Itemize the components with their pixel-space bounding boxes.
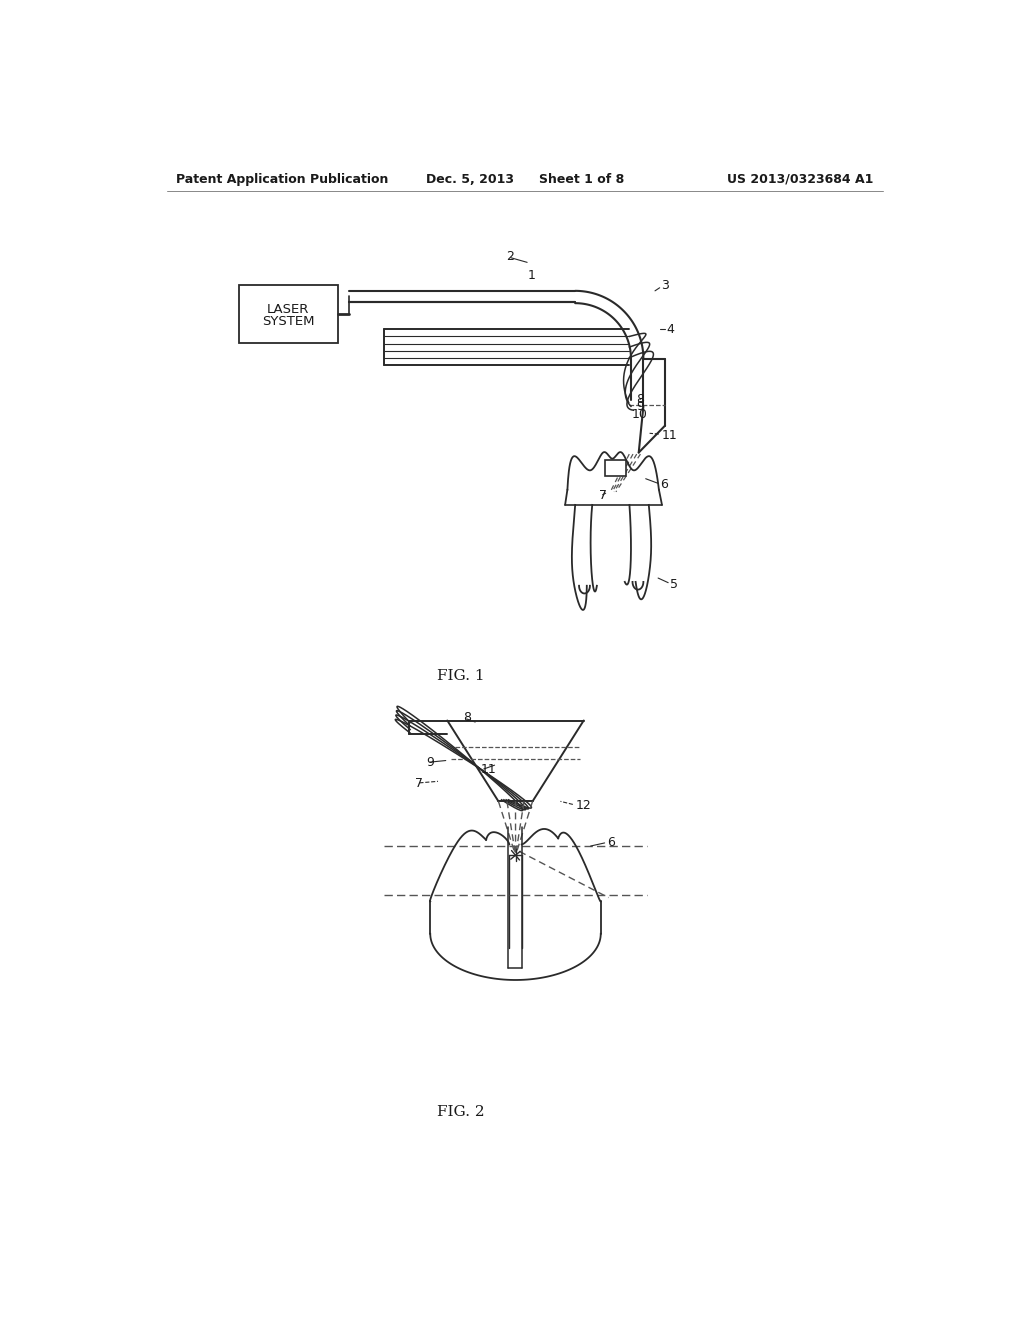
Text: 7: 7	[415, 777, 423, 791]
Text: Patent Application Publication: Patent Application Publication	[176, 173, 388, 186]
Text: FIG. 2: FIG. 2	[437, 1105, 485, 1118]
Bar	[604, 461, 627, 475]
Text: 9: 9	[636, 400, 644, 413]
Text: 3: 3	[662, 279, 669, 292]
Text: 11: 11	[662, 429, 677, 442]
Text: 12: 12	[575, 799, 592, 812]
Text: 9: 9	[426, 756, 434, 770]
Text: 6: 6	[607, 836, 614, 849]
Text: 5: 5	[670, 578, 678, 591]
Text: 1: 1	[528, 269, 536, 282]
Bar	[239, 285, 338, 343]
Text: US 2013/0323684 A1: US 2013/0323684 A1	[727, 173, 873, 186]
Text: 2: 2	[506, 251, 514, 264]
Text: LASER: LASER	[267, 304, 309, 317]
Text: 8: 8	[464, 711, 472, 723]
Text: FIG. 1: FIG. 1	[437, 669, 485, 682]
Text: 6: 6	[659, 478, 668, 491]
Text: Dec. 5, 2013  Sheet 1 of 8: Dec. 5, 2013 Sheet 1 of 8	[426, 173, 624, 186]
Text: 7: 7	[599, 490, 607, 502]
Text: 11: 11	[480, 763, 497, 776]
Text: 8: 8	[636, 393, 644, 407]
Text: SYSTEM: SYSTEM	[262, 314, 314, 327]
Text: 10: 10	[632, 408, 647, 421]
Text: 4: 4	[667, 323, 675, 335]
